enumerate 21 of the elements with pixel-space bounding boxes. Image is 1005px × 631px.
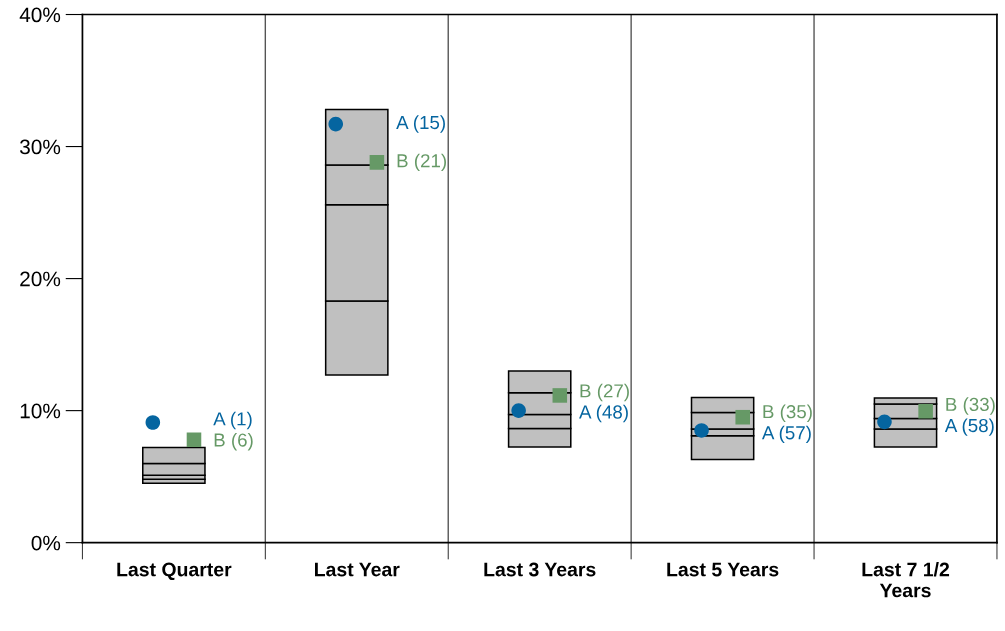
annotation: B (6): [214, 432, 253, 451]
x-tick-label: Last 5 Years: [667, 562, 779, 577]
annotation: A (1): [213, 411, 252, 430]
bar: [690, 434, 755, 461]
annotation: B (33): [946, 397, 995, 415]
x-tick-label: Last Quarter: [117, 562, 232, 581]
y-tick-label: 40%: [19, 7, 61, 23]
annotation: A (15): [396, 115, 445, 133]
x-tick-label: Last 7 1/2 Years: [862, 562, 950, 598]
annotation: B (27): [580, 383, 629, 402]
y-tick-label: 30%: [19, 139, 61, 155]
annotation: A (48): [579, 404, 628, 423]
annotation: A (57): [761, 425, 811, 444]
annotation: B (21): [397, 153, 446, 172]
x-tick-label: Last 3 Years: [484, 562, 596, 577]
y-tick-label: 10%: [20, 403, 61, 419]
annotation: B (35): [763, 404, 812, 422]
y-tick-label: 0%: [31, 535, 61, 551]
x-tick-label: Last Year: [315, 562, 400, 577]
annotation: A (58): [944, 418, 994, 436]
y-tick-label: 20%: [20, 271, 61, 287]
